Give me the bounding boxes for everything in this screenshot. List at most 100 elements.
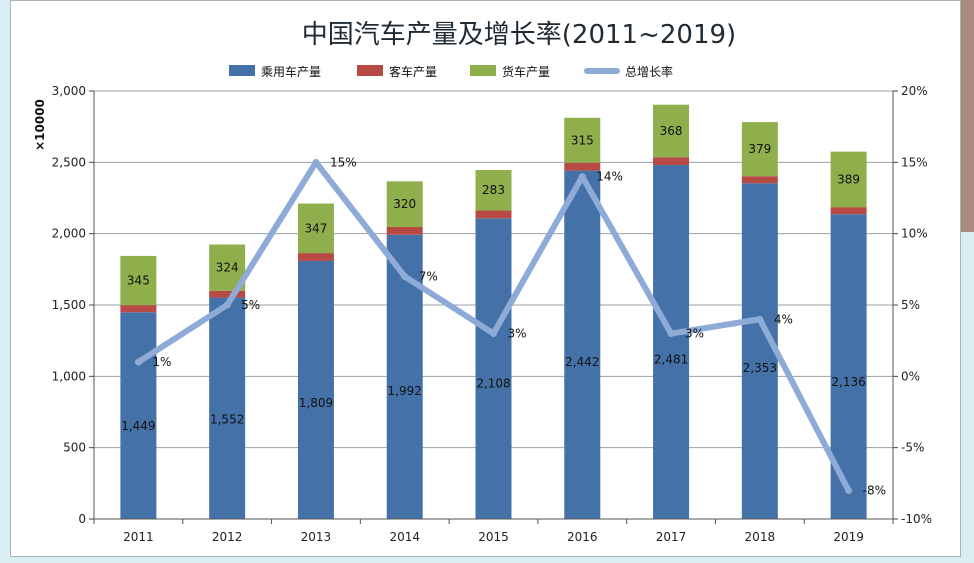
bar-segment-0 — [120, 312, 157, 519]
bar-segment-0 — [564, 170, 601, 519]
bar-value-label: 324 — [216, 261, 239, 275]
growth-rate-point — [401, 272, 409, 280]
growth-rate-label: 14% — [596, 170, 623, 184]
bar-value-label: 389 — [837, 172, 860, 186]
bar-segment-0 — [297, 260, 334, 519]
growth-rate-point — [756, 315, 764, 323]
bar-value-label: 347 — [304, 221, 327, 235]
y-right-tick-label: 10% — [901, 227, 928, 241]
growth-rate-point — [490, 330, 497, 338]
y-right-tick-label: -10% — [901, 512, 932, 526]
bar-segment-2 — [741, 122, 778, 177]
bar-segment-1 — [741, 176, 778, 184]
x-tick-label: 2017 — [656, 530, 687, 544]
bar-value-label: 368 — [660, 124, 683, 138]
data-labels: 1,449 345 1,552 324 1,809 347 1,992 320 2,108 283… — [121, 124, 886, 498]
bar-segment-2 — [653, 104, 690, 158]
growth-rate-label: 4% — [774, 312, 793, 326]
bar-value-label: 379 — [748, 142, 771, 156]
growth-rate-label: 3% — [508, 327, 527, 341]
bar-segment-2 — [830, 151, 867, 208]
legend-swatch — [357, 65, 383, 76]
bar-segment-1 — [386, 226, 423, 235]
bar-value-label: 2,442 — [565, 355, 599, 369]
bar-value-label: 2,136 — [831, 375, 865, 389]
growth-rate-point — [578, 173, 586, 181]
x-tick-label: 2012 — [212, 530, 243, 544]
bar-value-label: 2,481 — [654, 353, 688, 367]
bar-segment-1 — [209, 290, 246, 298]
bar-segment-0 — [830, 214, 867, 519]
bar-value-label: 1,449 — [121, 419, 155, 433]
x-tick-label: 2013 — [301, 530, 332, 544]
bar-segment-0 — [653, 165, 690, 519]
bar-segment-1 — [120, 305, 157, 313]
x-tick-label: 2014 — [389, 530, 420, 544]
legend-swatch — [229, 65, 255, 76]
y-left-tick-label: 3,000 — [52, 84, 86, 98]
bar-segment-0 — [209, 297, 246, 519]
bar-segment-1 — [830, 207, 867, 215]
bars — [120, 104, 867, 520]
x-tick-label: 2011 — [123, 530, 154, 544]
bar-value-label: 315 — [571, 133, 594, 147]
y-left-tick-label: 2,000 — [52, 227, 86, 241]
y-left-tick-label: 1,000 — [52, 369, 86, 383]
y-left-tick-label: 500 — [63, 441, 86, 455]
bar-value-label: 345 — [127, 274, 150, 288]
bar-value-label: 2,108 — [476, 377, 510, 391]
growth-rate-label: -8% — [863, 483, 886, 497]
legend: 乘用车产量 客车产量 货车产量 总增长率 — [229, 64, 673, 79]
x-tick-label: 2016 — [567, 530, 598, 544]
growth-rate-label: 3% — [685, 327, 704, 341]
legend-swatch — [470, 65, 496, 76]
y-right-tick-label: 0% — [901, 369, 920, 383]
x-tick-label: 2019 — [833, 530, 864, 544]
bar-value-label: 1,552 — [210, 412, 244, 426]
growth-rate-label: 7% — [419, 269, 438, 283]
bar-value-label: 320 — [393, 197, 416, 211]
growth-rate-label: 5% — [241, 298, 260, 312]
growth-rate-point — [845, 486, 853, 494]
growth-rate-point — [223, 301, 231, 309]
bar-segment-2 — [386, 181, 423, 227]
x-tick-label: 2018 — [745, 530, 776, 544]
y-left-tick-label: 1,500 — [52, 298, 86, 312]
bar-segment-1 — [653, 157, 690, 166]
legend-label: 总增长率 — [625, 64, 673, 79]
y-right-tick-label: 5% — [901, 298, 920, 312]
bar-segment-0 — [741, 183, 778, 519]
growth-rate-point — [312, 158, 320, 166]
legend-label: 货车产量 — [502, 64, 550, 79]
chart-title: 中国汽车产量及增长率(2011~2019) — [302, 20, 736, 50]
bar-segment-1 — [297, 253, 334, 261]
legend-label: 乘用车产量 — [261, 64, 321, 79]
growth-line — [134, 158, 853, 494]
y-left-tick-label: 0 — [78, 512, 86, 526]
bar-value-label: 1,992 — [388, 384, 422, 398]
y-right-tick-label: 20% — [901, 84, 928, 98]
growth-rate-label: 1% — [152, 355, 171, 369]
axes: 0 500 1,000 1,500 2,000 2,500 3,000 -10% -5% 0% 5%… — [52, 84, 932, 544]
y-right-tick-label: 15% — [901, 155, 928, 169]
y-right-tick-label: -5% — [901, 441, 924, 455]
bar-value-label: 2,353 — [743, 361, 777, 375]
y-unit-label: ×10000 — [33, 99, 47, 151]
chart-card: 中国汽车产量及增长率(2011~2019) ×10000 乘用车产量 客车产量 货车… — [10, 0, 961, 557]
bar-segment-2 — [120, 255, 157, 306]
growth-rate-label: 15% — [330, 155, 357, 169]
bar-segment-2 — [475, 170, 512, 211]
bar-segment-0 — [475, 218, 512, 519]
bar-segment-1 — [475, 210, 512, 219]
y-left-tick-label: 2,500 — [52, 155, 86, 169]
bar-value-label: 1,809 — [299, 396, 333, 410]
bar-value-label: 283 — [482, 183, 505, 197]
legend-label: 客车产量 — [389, 64, 437, 79]
chart: 中国汽车产量及增长率(2011~2019) ×10000 乘用车产量 客车产量 货车… — [33, 20, 932, 544]
growth-rate-point — [134, 358, 142, 366]
growth-rate-point — [667, 330, 675, 338]
bar-segment-2 — [564, 117, 601, 163]
bar-segment-2 — [297, 203, 334, 254]
bar-segment-1 — [564, 162, 601, 171]
